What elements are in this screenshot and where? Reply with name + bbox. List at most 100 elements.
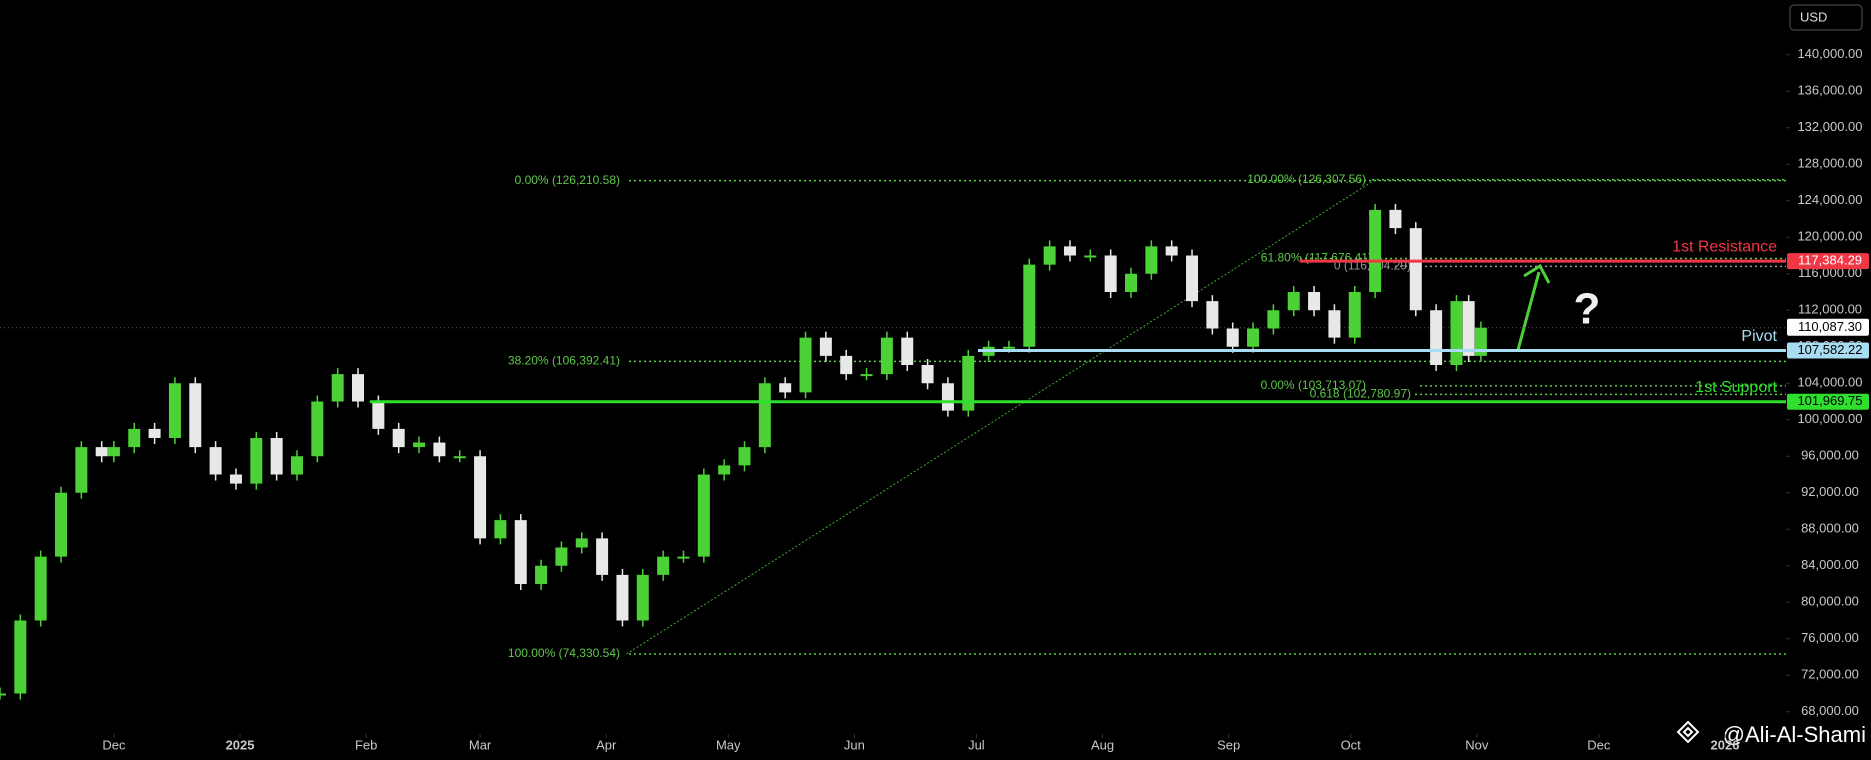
y-tick-label: 76,000.00 bbox=[1801, 630, 1859, 645]
currency-box[interactable] bbox=[1789, 4, 1863, 31]
candle-body bbox=[941, 383, 954, 411]
candle-body bbox=[596, 538, 609, 575]
candle-body bbox=[290, 456, 303, 475]
candle-body bbox=[1267, 310, 1280, 329]
candle-body bbox=[758, 383, 771, 448]
x-tick-label: Dec bbox=[102, 737, 126, 752]
candle-body bbox=[189, 383, 202, 448]
candle-body bbox=[555, 547, 568, 566]
candle-body bbox=[535, 565, 548, 584]
candle-body bbox=[1104, 255, 1117, 292]
arrow bbox=[1516, 271, 1541, 351]
candle-body bbox=[1002, 346, 1015, 349]
y-tick-label: 132,000.00 bbox=[1797, 119, 1862, 134]
level-price: 117,384.29 bbox=[1798, 253, 1862, 268]
candle-body bbox=[1186, 255, 1199, 302]
candle-body bbox=[55, 492, 68, 557]
candle-body bbox=[677, 556, 690, 559]
candle-body bbox=[718, 465, 731, 475]
level-name: Pivot bbox=[1741, 328, 1777, 345]
watermark-icon bbox=[1676, 720, 1700, 744]
candle-body bbox=[962, 355, 975, 411]
candle-body bbox=[1226, 328, 1239, 347]
candle-body bbox=[494, 520, 507, 539]
candle-body bbox=[433, 442, 446, 457]
fib-label: 0.618 (102,780.97) bbox=[1310, 387, 1411, 401]
candle-body bbox=[392, 428, 405, 448]
y-tick-label: 84,000.00 bbox=[1801, 557, 1859, 572]
fib-label: 0.00% (103,713.07) bbox=[1261, 378, 1366, 392]
candle-body bbox=[1023, 264, 1036, 347]
y-tick-label: 100,000.00 bbox=[1797, 411, 1862, 426]
candle-body bbox=[270, 438, 283, 475]
candle-body bbox=[636, 574, 649, 621]
level-price-box bbox=[1787, 393, 1869, 410]
y-tick-label: 140,000.00 bbox=[1797, 46, 1862, 61]
y-tick-label: 68,000.00 bbox=[1801, 703, 1859, 718]
candle-body bbox=[1462, 301, 1475, 356]
candle-body bbox=[14, 620, 27, 694]
candle-body bbox=[575, 538, 588, 548]
candle-body bbox=[1165, 246, 1178, 256]
y-tick-label: 72,000.00 bbox=[1801, 667, 1859, 682]
y-tick-label: 88,000.00 bbox=[1801, 521, 1859, 536]
x-tick-label: 2025 bbox=[226, 737, 255, 752]
x-tick-label: Oct bbox=[1341, 737, 1362, 752]
candle-body bbox=[250, 438, 263, 484]
candle-body bbox=[34, 556, 47, 621]
level-name: 1st Resistance bbox=[1672, 238, 1777, 255]
level-price-box bbox=[1787, 342, 1869, 359]
candle-body bbox=[1145, 246, 1158, 274]
x-tick-label: Mar bbox=[469, 737, 492, 752]
candle-body bbox=[779, 383, 792, 393]
y-tick-label: 92,000.00 bbox=[1801, 484, 1859, 499]
x-tick-label: Jun bbox=[844, 737, 865, 752]
candle-body bbox=[1474, 327, 1487, 356]
candle-body bbox=[1450, 301, 1463, 365]
candle-body bbox=[738, 447, 751, 466]
y-tick-label: 104,000.00 bbox=[1797, 375, 1862, 390]
level-name: 1st Support bbox=[1695, 379, 1777, 396]
candle-body bbox=[148, 428, 161, 438]
candle-body bbox=[514, 520, 527, 584]
candle-body bbox=[799, 337, 812, 393]
candle-body bbox=[1043, 246, 1056, 265]
last-price-label: 110,087.30 bbox=[1798, 319, 1862, 334]
watermark: @Ali-Al-Shami bbox=[1723, 722, 1866, 747]
y-tick-label: 128,000.00 bbox=[1797, 156, 1862, 171]
candle-body bbox=[1063, 246, 1076, 256]
x-tick-label: Apr bbox=[596, 737, 617, 752]
candle-body bbox=[413, 442, 426, 448]
candle-body bbox=[1328, 310, 1341, 338]
y-tick-label: 96,000.00 bbox=[1801, 448, 1859, 463]
y-tick-label: 136,000.00 bbox=[1797, 83, 1862, 98]
candle-body bbox=[1430, 310, 1443, 365]
fib-label: 38.20% (106,392.41) bbox=[508, 354, 620, 368]
candle-body bbox=[107, 447, 120, 457]
y-tick-label: 80,000.00 bbox=[1801, 594, 1859, 609]
candle-body bbox=[474, 456, 487, 539]
candle-body bbox=[453, 456, 466, 459]
candle-body bbox=[372, 401, 385, 429]
fib-label: 0.00% (126,210.58) bbox=[515, 173, 620, 187]
level-price: 107,582.22 bbox=[1797, 342, 1862, 357]
x-tick-label: Sep bbox=[1217, 737, 1240, 752]
candle-body bbox=[1206, 301, 1219, 329]
y-tick-label: 124,000.00 bbox=[1797, 192, 1862, 207]
candle-body bbox=[880, 337, 893, 375]
candle-body bbox=[1287, 292, 1300, 311]
candle-body bbox=[1247, 328, 1260, 347]
candle-body bbox=[901, 337, 914, 365]
candle-body bbox=[616, 574, 629, 621]
x-tick-label: May bbox=[716, 737, 741, 752]
candle-body bbox=[331, 374, 344, 402]
candle-body bbox=[229, 474, 242, 484]
y-tick-label: 112,000.00 bbox=[1798, 302, 1862, 317]
candle-body bbox=[1308, 292, 1321, 311]
level-price-box bbox=[1787, 253, 1869, 270]
candle-body bbox=[819, 337, 832, 356]
candle-body bbox=[1348, 292, 1361, 338]
